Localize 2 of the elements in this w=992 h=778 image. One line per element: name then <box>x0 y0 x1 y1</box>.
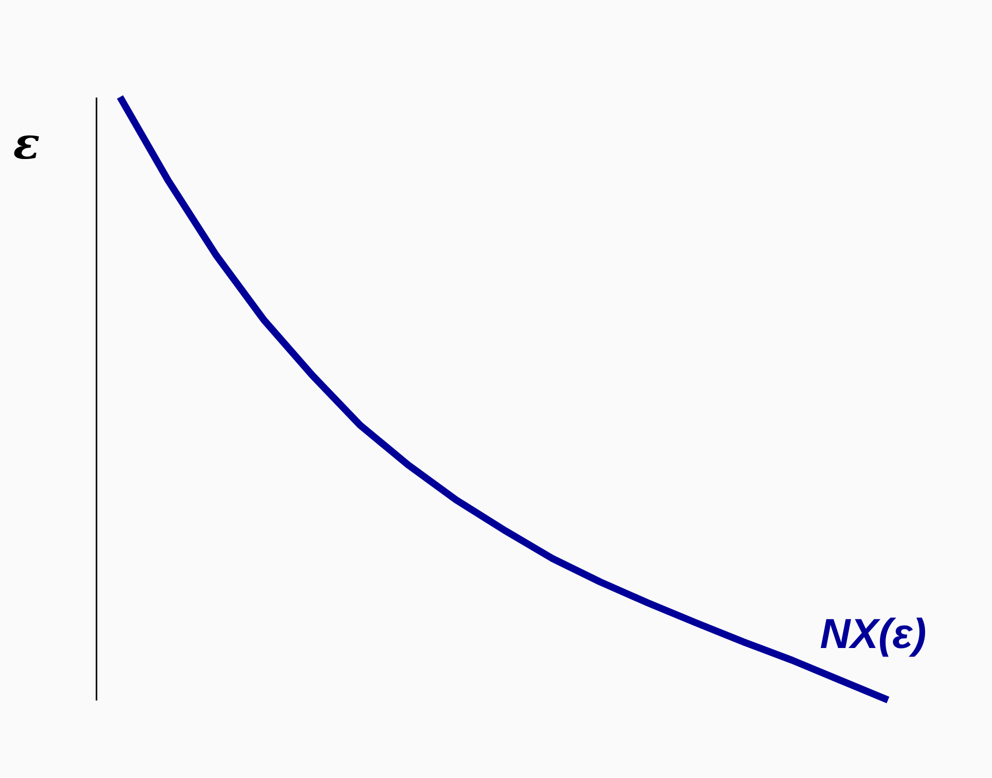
y-axis-title: ε <box>13 118 40 170</box>
series-label: NX(ε) <box>820 610 926 657</box>
